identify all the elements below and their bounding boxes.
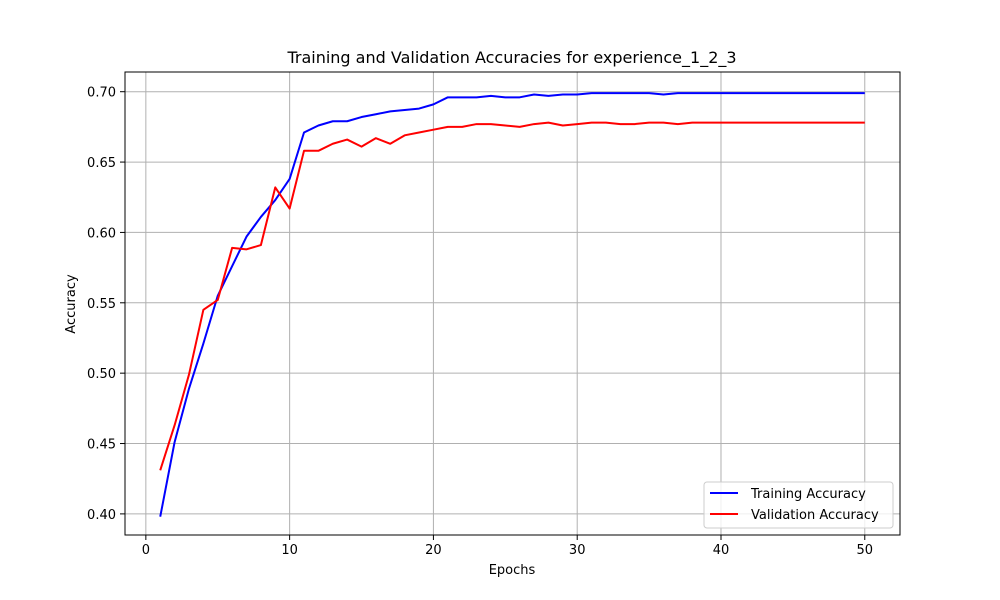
x-tick-label: 10 (281, 543, 298, 558)
training-accuracy-line (159, 92, 865, 517)
y-axis-label: Accuracy (64, 274, 79, 334)
x-tick-label: 0 (142, 543, 150, 558)
x-tick-label: 20 (425, 543, 442, 558)
x-axis-label: Epochs (489, 563, 536, 578)
x-tick-label: 40 (713, 543, 730, 558)
series-layer (159, 92, 865, 517)
x-tick-label: 50 (856, 543, 873, 558)
y-tick-label: 0.70 (87, 86, 116, 101)
legend: Training Accuracy Validation Accuracy (703, 481, 894, 529)
legend-label-validation: Validation Accuracy (751, 508, 879, 523)
y-tick-label: 0.40 (87, 508, 116, 523)
validation-accuracy-line (159, 121, 865, 471)
legend-label-training: Training Accuracy (750, 487, 866, 502)
y-tick-label: 0.65 (87, 156, 116, 171)
x-tick-label: 30 (569, 543, 586, 558)
y-tick-label: 0.50 (87, 367, 116, 382)
chart-title: Training and Validation Accuracies for e… (286, 48, 736, 68)
legend-frame (703, 481, 894, 529)
y-tick-label: 0.55 (87, 297, 116, 312)
y-tick-label: 0.45 (87, 438, 116, 453)
y-tick-label: 0.60 (87, 226, 116, 241)
plot-area-frame (124, 71, 901, 536)
axis-ticks: 0 10 20 30 40 50 0.40 0.45 0.50 0.55 0.60 0.65 0.70 (87, 86, 873, 558)
